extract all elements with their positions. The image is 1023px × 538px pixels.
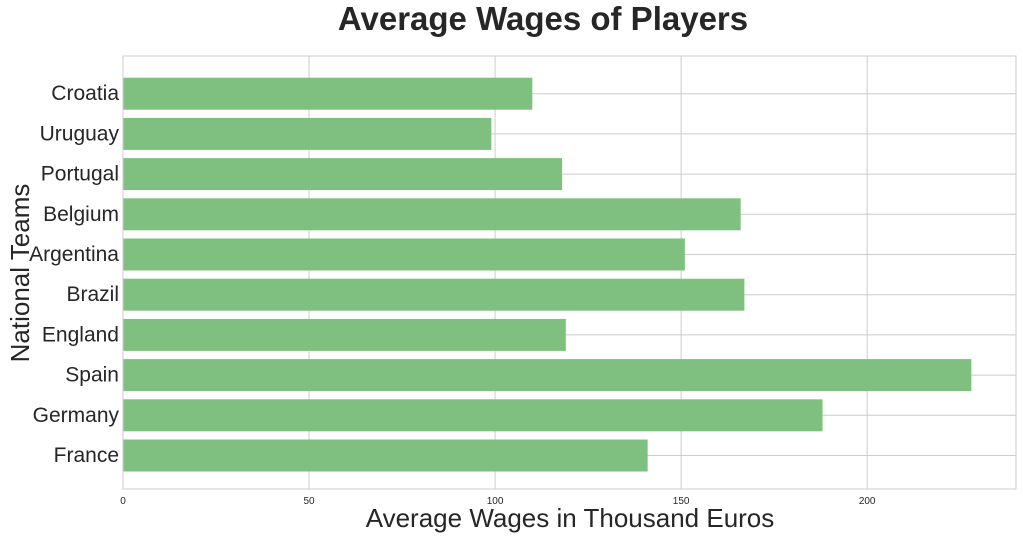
y-tick-label: France: [54, 444, 119, 467]
bar-uruguay: [123, 117, 492, 150]
bar-croatia: [123, 77, 533, 110]
bar-belgium: [123, 198, 741, 231]
y-tick-label: Croatia: [51, 82, 119, 105]
bars: [123, 77, 972, 472]
x-axis-label: Average Wages in Thousand Euros: [366, 503, 775, 533]
y-axis-label: National Teams: [5, 184, 35, 363]
bar-argentina: [123, 238, 685, 271]
y-tick-label: Portugal: [41, 163, 119, 186]
y-tick-label: Germany: [33, 404, 120, 427]
bar-germany: [123, 399, 823, 432]
bar-brazil: [123, 278, 745, 311]
x-tick-label: 0: [120, 496, 126, 507]
bar-england: [123, 318, 566, 351]
bar-spain: [123, 359, 972, 392]
y-tick-label: Uruguay: [40, 122, 120, 145]
x-tick-label: 50: [303, 496, 315, 507]
y-tick-label: England: [42, 323, 119, 346]
bar-portugal: [123, 158, 563, 191]
plot-frame: [122, 55, 1017, 490]
chart-title: Average Wages of Players: [338, 0, 748, 37]
y-tick-label: Belgium: [43, 203, 119, 226]
y-tick-label: Spain: [65, 364, 119, 387]
y-tick-labels: France Germany Spain England Brazil Argentina…: [29, 82, 119, 467]
x-tick-labels: 0 50 100 150 200: [120, 496, 876, 507]
x-tick-label: 200: [859, 496, 876, 507]
y-tick-label: Brazil: [66, 283, 119, 306]
bar-france: [123, 439, 648, 472]
x-tick-label: 150: [673, 496, 690, 507]
x-tick-label: 100: [487, 496, 504, 507]
y-tick-label: Argentina: [29, 243, 119, 266]
